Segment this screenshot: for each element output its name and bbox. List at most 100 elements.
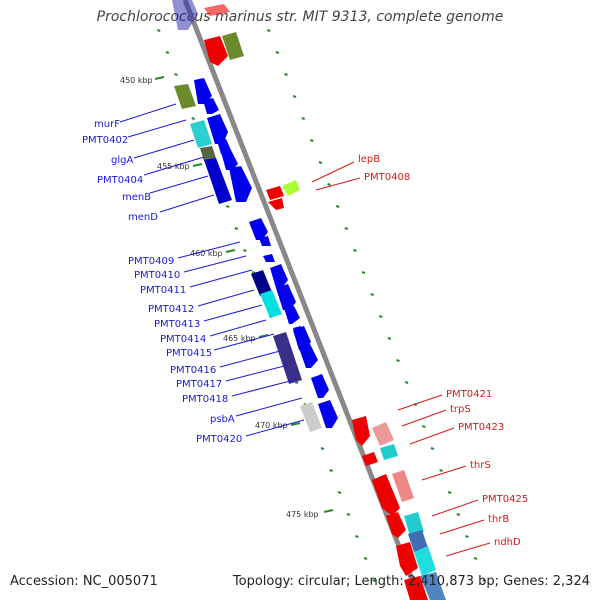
gene-box <box>404 512 424 536</box>
gene-arrow <box>229 166 252 202</box>
label-leader <box>421 465 467 481</box>
track-tick <box>225 205 230 208</box>
accession-text: Accession: NC_005071 <box>10 574 158 589</box>
gene-label-menb: menB <box>122 192 151 203</box>
label-leader <box>219 350 281 368</box>
gene-arrow <box>276 284 296 310</box>
track-tick <box>346 513 351 516</box>
gene-label-pmt0423: PMT0423 <box>458 422 504 433</box>
track-tick <box>275 51 280 54</box>
kbp-tick <box>225 249 236 253</box>
gene-arrow <box>284 306 300 324</box>
track-tick <box>174 73 178 76</box>
track-tick <box>355 535 359 538</box>
gene-box <box>222 32 244 60</box>
gene-label-ndhd: ndhD <box>494 537 521 548</box>
right-gene-labels: lepB PMT0408 PMT0421 trpS PMT0423 thrS P… <box>311 154 528 557</box>
left-gene-labels: murF PMT0402 glgA PMT0404 menB menD PMT0… <box>82 103 305 445</box>
gene-label-pmt0412: PMT0412 <box>148 304 194 315</box>
label-leader <box>245 419 305 437</box>
track-tick <box>396 359 400 362</box>
label-leader <box>409 427 455 445</box>
label-leader <box>445 542 491 557</box>
gene-label-pmt0409: PMT0409 <box>128 256 174 267</box>
label-leader <box>235 397 303 417</box>
gene-box <box>372 422 394 446</box>
track-tick <box>482 579 486 582</box>
track-tick <box>344 227 349 230</box>
track-tick <box>353 249 357 252</box>
label-leader <box>401 409 447 427</box>
gene-arrow <box>217 139 231 154</box>
gene-box <box>282 180 300 196</box>
gene-arrow <box>396 542 418 576</box>
track-tick <box>318 161 323 164</box>
gene-label-pmt0413: PMT0413 <box>154 319 200 330</box>
gene-box <box>266 186 284 200</box>
gene-arrow <box>221 150 238 170</box>
kbp-label: 465 kbp <box>223 334 256 343</box>
track-tick <box>234 227 239 230</box>
gene-label-pmt0418: PMT0418 <box>182 394 228 405</box>
gene-label-pmt0414: PMT0414 <box>160 334 206 345</box>
gene-label-murf: murF <box>94 119 120 130</box>
track-tick <box>156 29 161 32</box>
kbp-label: 475 kbp <box>286 510 319 519</box>
label-leader <box>119 103 177 123</box>
track-tick <box>404 381 409 384</box>
track-tick <box>329 469 333 472</box>
label-leader <box>213 333 275 351</box>
gene-arrow <box>318 400 338 428</box>
gene-label-trps: trpS <box>450 404 471 415</box>
gene-label-glga: glgA <box>111 155 133 166</box>
kbp-label: 470 kbp <box>255 421 288 430</box>
track-tick <box>387 337 392 340</box>
track-tick <box>327 183 331 186</box>
gene-arrow <box>204 4 230 16</box>
gene-label-pmt0410: PMT0410 <box>134 270 180 281</box>
track-tick <box>456 513 461 516</box>
kbp-label: 460 kbp <box>190 249 223 258</box>
track-tick <box>294 381 299 384</box>
gene-arrow <box>311 374 329 398</box>
gene-box <box>251 270 272 296</box>
label-leader <box>231 379 295 397</box>
label-leader <box>127 119 187 138</box>
track-tick <box>310 139 314 142</box>
gene-box <box>204 158 232 204</box>
gene-label-pmt0411: PMT0411 <box>140 285 186 296</box>
gene-arrow <box>386 512 406 538</box>
gene-label-thrs: thrS <box>470 460 491 471</box>
gene-label-mend: menD <box>128 212 158 223</box>
gene-arrow <box>203 98 219 114</box>
label-leader <box>189 269 253 288</box>
kbp-tick <box>192 163 203 167</box>
genome-title: Prochlorococcus marinus str. MIT 9313, c… <box>96 9 504 25</box>
label-leader <box>143 156 205 176</box>
gene-arrow <box>172 0 198 30</box>
gene-label-lepb: lepB <box>358 154 380 165</box>
kbp-tick <box>290 422 301 426</box>
label-leader <box>159 194 215 213</box>
gene-arrow <box>194 78 212 104</box>
dotted-tick-tracks <box>156 29 486 582</box>
track-tick <box>191 117 196 120</box>
gene-box <box>174 84 196 109</box>
label-leader <box>133 139 195 159</box>
gene-label-thrb: thrB <box>488 514 509 525</box>
label-leader <box>209 319 267 337</box>
label-leader <box>183 255 247 273</box>
gene-arrow <box>299 344 318 368</box>
gene-box <box>300 402 322 432</box>
gene-label-pmt0417: PMT0417 <box>176 379 222 390</box>
gene-box <box>408 530 428 552</box>
gene-box <box>392 470 414 502</box>
track-tick <box>363 557 368 560</box>
gene-label-pmt0425: PMT0425 <box>482 494 528 505</box>
track-tick <box>378 315 383 318</box>
gene-arrow <box>362 452 378 466</box>
track-tick <box>335 205 340 208</box>
track-tick <box>370 293 374 296</box>
label-leader <box>225 364 289 382</box>
track-tick <box>301 117 306 120</box>
